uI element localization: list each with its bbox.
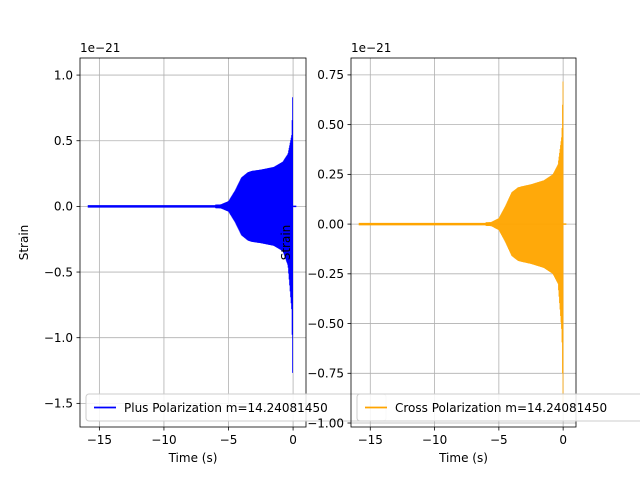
chart-0-series-0 bbox=[87, 97, 297, 373]
chart-0-x-tick-label: 0 bbox=[289, 433, 297, 447]
chart-1-y-tick-label: 0.75 bbox=[317, 68, 344, 82]
chart-1-y-tick-label: 0.50 bbox=[317, 118, 344, 132]
chart-1-y-tick-label: −0.75 bbox=[307, 367, 344, 381]
chart-0-x-axis-label: Time (s) bbox=[168, 451, 218, 465]
chart-1-y-tick-label: −1.00 bbox=[307, 416, 344, 430]
chart-0-y-axis-label: Strain bbox=[17, 225, 31, 261]
chart-1-series-0 bbox=[358, 81, 567, 405]
chart-1-x-axis-label: Time (s) bbox=[438, 451, 488, 465]
chart-1-y-tick-label: 0.00 bbox=[317, 217, 344, 231]
chart-1-axes-frame bbox=[350, 57, 577, 428]
chart-1-x-tick-label: 0 bbox=[559, 433, 567, 447]
chart-1-y-axis-label: Strain bbox=[279, 225, 293, 261]
chart-1-y-tick-label: −0.50 bbox=[307, 317, 344, 331]
chart-1-offset-text: 1e−21 bbox=[351, 41, 391, 55]
chart-0-y-tick-label: 1.0 bbox=[54, 68, 73, 82]
chart-0-x-tick-label: −15 bbox=[87, 433, 112, 447]
chart-0-axes-frame bbox=[79, 57, 307, 428]
chart-1-x-tick-label: −5 bbox=[490, 433, 508, 447]
plus-polarization-panel: −15 −10 −5 0 −1.5 −1.0 −0.5 0.0 0.5 1.0 1e−21 Time … bbox=[17, 41, 387, 465]
chart-0-x-tick-label: −10 bbox=[151, 433, 176, 447]
cross-polarization-panel: −15 −10 −5 0 −1.00 −0.75 −0.50 −0.25 0.00 0.25 0.5… bbox=[279, 41, 640, 465]
chart-1-x-tick-label: −10 bbox=[422, 433, 447, 447]
chart-0-x-tick-label: −5 bbox=[220, 433, 238, 447]
chart-0-y-tick-label: 0.5 bbox=[54, 134, 73, 148]
chart-1-y-tick-label: −0.25 bbox=[307, 267, 344, 281]
chart-0-offset-text: 1e−21 bbox=[80, 41, 120, 55]
chart-1-x-tick-label: −15 bbox=[358, 433, 383, 447]
chart-1-y-tick-label: 0.25 bbox=[317, 168, 344, 182]
chart-0-y-tick-label: 0.0 bbox=[54, 200, 73, 214]
chart-0-y-tick-label: −0.5 bbox=[44, 265, 73, 279]
chart-0-y-tick-label: −1.5 bbox=[44, 397, 73, 411]
chart-1-legend-box bbox=[356, 393, 640, 422]
chart-0-legend-label: Plus Polarization m=14.24081450 bbox=[124, 401, 328, 415]
chart-1-legend-label: Cross Polarization m=14.24081450 bbox=[395, 401, 607, 415]
chart-0-y-tick-label: −1.0 bbox=[44, 331, 73, 345]
